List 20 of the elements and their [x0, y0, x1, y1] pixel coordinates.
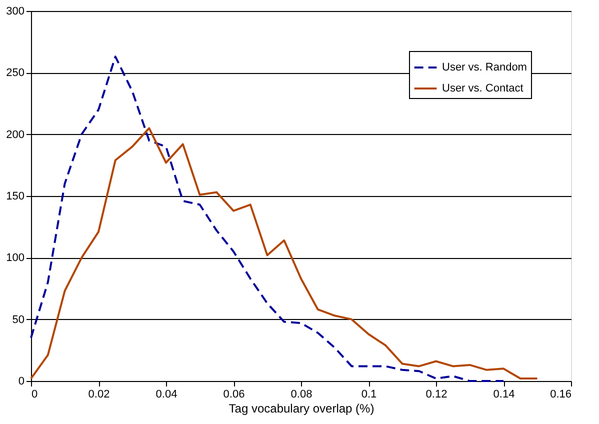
- y-tick-label: 100: [6, 252, 24, 264]
- legend-label: User vs. Random: [442, 62, 527, 74]
- y-tick-label: 200: [6, 128, 24, 141]
- y-tick-label: 50: [12, 314, 24, 326]
- x-tick-label: 0: [32, 388, 38, 400]
- y-tick-label: 0: [18, 376, 24, 388]
- x-tick-label: 0.1: [361, 388, 377, 400]
- x-axis-title: Tag vocabulary overlap (%): [228, 402, 374, 416]
- x-tick-label: 0.04: [156, 388, 178, 400]
- y-tick-label: 250: [6, 67, 24, 80]
- y-tick-label: 150: [6, 190, 24, 202]
- x-tick-label: 0.06: [223, 388, 245, 400]
- x-tick-label: 0.16: [550, 388, 572, 400]
- y-tick-label: 300: [6, 6, 24, 18]
- x-tick-label: 0.02: [88, 388, 110, 400]
- x-tick-label: 0.08: [290, 388, 312, 400]
- line-series: [30, 127, 538, 380]
- legend-label: User vs. Contact: [442, 82, 524, 94]
- x-tick-label: 0.14: [493, 388, 515, 400]
- x-tick-label: 0.12: [426, 388, 448, 400]
